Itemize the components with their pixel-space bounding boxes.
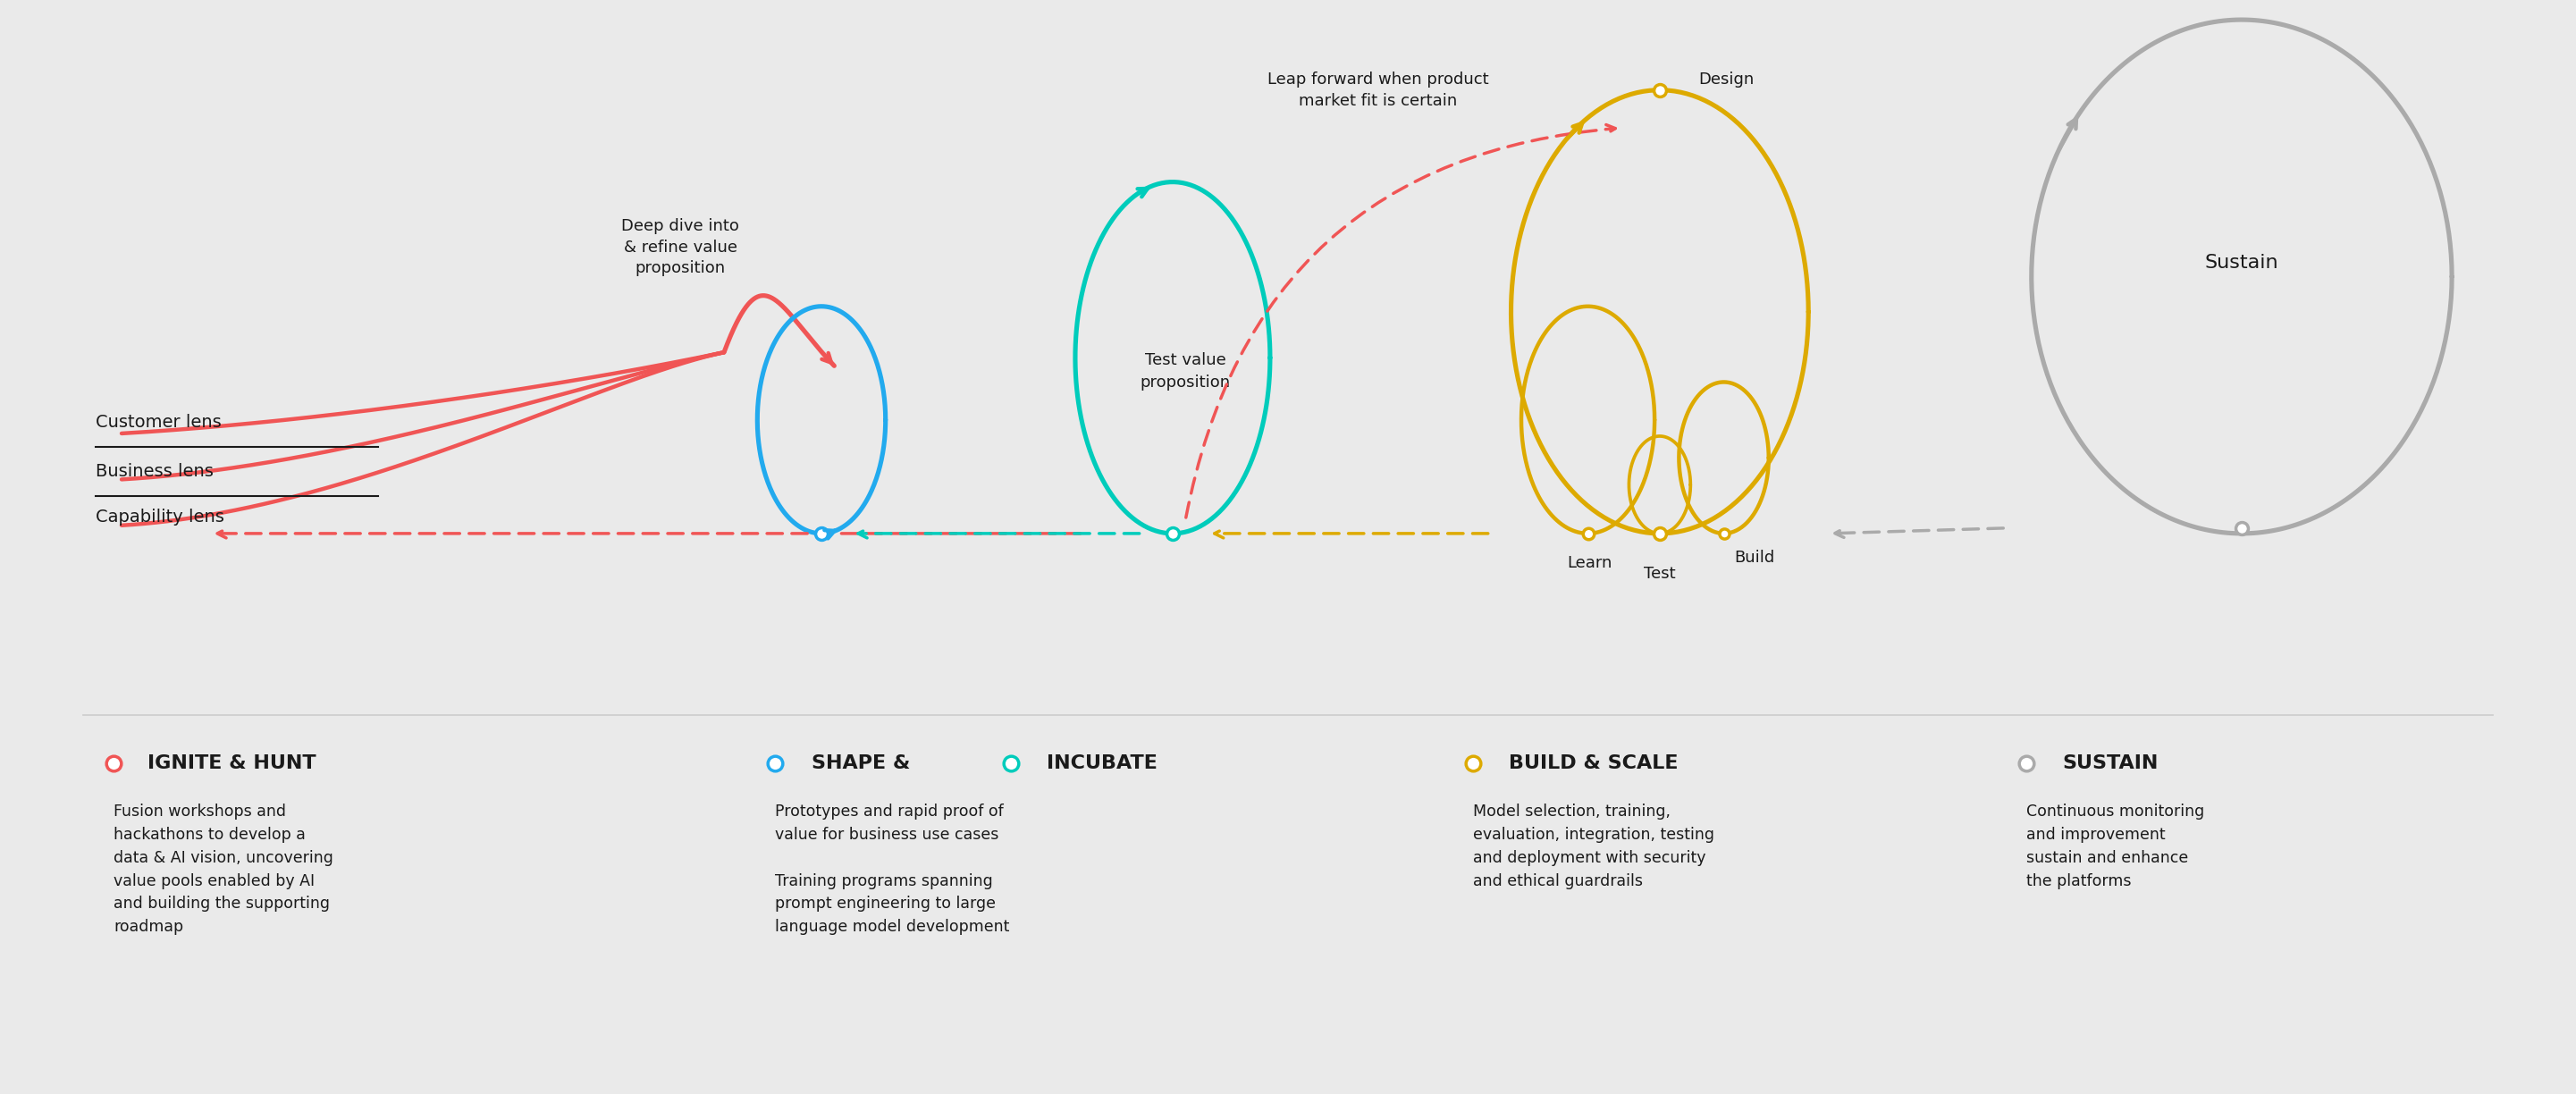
Text: INCUBATE: INCUBATE xyxy=(1046,755,1157,772)
Text: Capability lens: Capability lens xyxy=(95,509,224,526)
Text: Learn: Learn xyxy=(1566,555,1613,571)
Text: Prototypes and rapid proof of
value for business use cases

Training programs sp: Prototypes and rapid proof of value for … xyxy=(775,804,1010,934)
Text: Design: Design xyxy=(1698,71,1754,88)
Text: Test: Test xyxy=(1643,566,1674,582)
Text: IGNITE & HUNT: IGNITE & HUNT xyxy=(147,755,317,772)
Text: Leap forward when product
market fit is certain: Leap forward when product market fit is … xyxy=(1267,72,1489,109)
Text: Build: Build xyxy=(1734,549,1775,566)
Text: Sustain: Sustain xyxy=(2205,254,2280,272)
Text: Fusion workshops and
hackathons to develop a
data & AI vision, uncovering
value : Fusion workshops and hackathons to devel… xyxy=(113,804,335,934)
Text: Customer lens: Customer lens xyxy=(95,415,222,431)
Text: SUSTAIN: SUSTAIN xyxy=(2063,755,2159,772)
Text: SHAPE &: SHAPE & xyxy=(811,755,909,772)
Text: BUILD & SCALE: BUILD & SCALE xyxy=(1510,755,1677,772)
Text: Deep dive into
& refine value
proposition: Deep dive into & refine value propositio… xyxy=(621,219,739,277)
Text: Continuous monitoring
and improvement
sustain and enhance
the platforms: Continuous monitoring and improvement su… xyxy=(2027,804,2205,889)
Text: Test value
proposition: Test value proposition xyxy=(1141,352,1231,391)
Text: Business lens: Business lens xyxy=(95,463,214,480)
Text: Model selection, training,
evaluation, integration, testing
and deployment with : Model selection, training, evaluation, i… xyxy=(1473,804,1713,889)
